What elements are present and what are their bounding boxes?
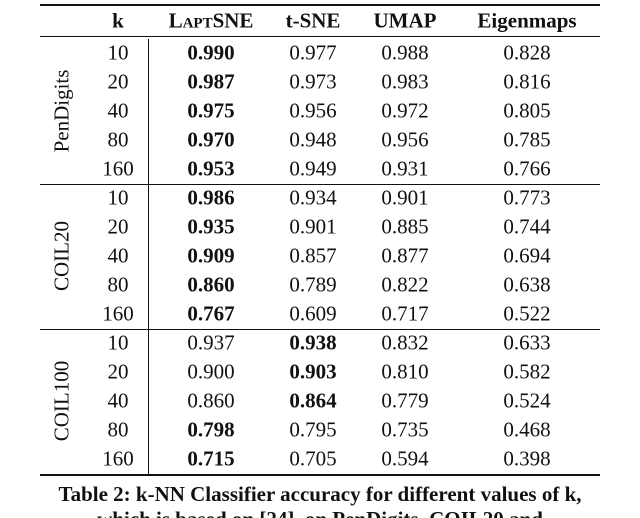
table-cell: 0.977: [289, 40, 337, 65]
table-cell: 0.901: [381, 185, 429, 210]
table-cell: 0.990: [187, 40, 235, 65]
mid-rule: [40, 36, 600, 37]
table-cell: 0.970: [187, 127, 235, 152]
table-cell: 0.948: [289, 127, 337, 152]
bottom-rule: [40, 473, 600, 476]
table-cell: 160: [102, 156, 134, 181]
table-cell: 0.860: [187, 272, 235, 297]
table-cell: 0.789: [289, 272, 337, 297]
column-divider: [148, 328, 149, 474]
table-cell: 0.935: [187, 214, 235, 239]
group-rule: [40, 328, 600, 330]
table-cell: 0.956: [381, 127, 429, 152]
table-cell: 40: [107, 243, 129, 268]
table-cell: 0.522: [503, 301, 551, 326]
table-cell: 10: [107, 330, 129, 355]
table-cell: 0.973: [289, 69, 337, 94]
table-cell: 160: [102, 446, 134, 471]
table-cell: 0.594: [381, 446, 429, 471]
table-cell: 0.953: [187, 156, 235, 181]
table-cell: 0.822: [381, 272, 429, 297]
column-divider: [148, 183, 149, 329]
table-cell: 0.828: [503, 40, 551, 65]
table-cell: 0.956: [289, 98, 337, 123]
table-cell: 0.972: [381, 98, 429, 123]
table-cell: 0.805: [503, 98, 551, 123]
table-cell: 0.705: [289, 446, 337, 471]
table-cell: 0.860: [187, 388, 235, 413]
table-cell: 10: [107, 40, 129, 65]
table-cell: 20: [107, 69, 129, 94]
table-cell: 0.795: [289, 417, 337, 442]
table-cell: 0.857: [289, 243, 337, 268]
table-cell: 40: [107, 388, 129, 413]
caption: which is based on [24], on PenDigits, CO…: [0, 507, 640, 518]
table-cell: 0.900: [187, 359, 235, 384]
group-label: PenDigits: [49, 69, 74, 153]
table-cell: 0.903: [289, 359, 337, 384]
table-cell: 0.864: [289, 388, 337, 413]
table-cell: 0.694: [503, 243, 551, 268]
table-cell: 0.767: [187, 301, 235, 326]
table-cell: 80: [107, 127, 129, 152]
table-cell: 0.398: [503, 446, 551, 471]
group-label: COIL20: [49, 221, 74, 291]
table-cell: 0.766: [503, 156, 551, 181]
group-label: COIL100: [49, 360, 74, 442]
table-cell: 0.986: [187, 185, 235, 210]
top-rule: [40, 4, 600, 6]
table-cell: 0.987: [187, 69, 235, 94]
caption: Table 2: k-NN Classifier accuracy for di…: [58, 482, 582, 506]
table-cell: 0.983: [381, 69, 429, 94]
header-cell: k: [112, 8, 124, 33]
table-cell: 0.798: [187, 417, 235, 442]
table-cell: 0.816: [503, 69, 551, 94]
group-rule: [40, 183, 600, 185]
table-cell: 0.582: [503, 359, 551, 384]
table-cell: 80: [107, 272, 129, 297]
table-cell: 0.909: [187, 243, 235, 268]
table-cell: 0.524: [503, 388, 551, 413]
table-cell: 0.885: [381, 214, 429, 239]
table-cell: 0.877: [381, 243, 429, 268]
table-cell: 80: [107, 417, 129, 442]
header-cell: LaptSNE: [168, 8, 254, 33]
table-cell: 20: [107, 359, 129, 384]
table-cell: 0.717: [381, 301, 429, 326]
table-cell: 0.744: [503, 214, 551, 239]
table-cell: 0.735: [381, 417, 429, 442]
table-cell: 0.779: [381, 388, 429, 413]
table-cell: 10: [107, 185, 129, 210]
table-cell: 0.633: [503, 330, 551, 355]
table-cell: 0.949: [289, 156, 337, 181]
table-cell: 0.468: [503, 417, 551, 442]
table-cell: 0.938: [289, 330, 337, 355]
table-cell: 0.975: [187, 98, 235, 123]
table-cell: 0.934: [289, 185, 337, 210]
column-divider: [148, 38, 149, 184]
header-cell: Eigenmaps: [477, 8, 577, 33]
header-cell: UMAP: [373, 8, 437, 33]
table-cell: 0.901: [289, 214, 337, 239]
table-cell: 0.638: [503, 272, 551, 297]
header-cell: t-SNE: [285, 8, 341, 33]
table-cell: 0.609: [289, 301, 337, 326]
table-cell: 0.810: [381, 359, 429, 384]
table-cell: 0.937: [187, 330, 235, 355]
table-cell: 0.931: [381, 156, 429, 181]
table-cell: 0.715: [187, 446, 235, 471]
table-cell: 0.988: [381, 40, 429, 65]
table-cell: 0.773: [503, 185, 551, 210]
table-cell: 0.785: [503, 127, 551, 152]
table-cell: 0.832: [381, 330, 429, 355]
table-cell: 20: [107, 214, 129, 239]
table-cell: 40: [107, 98, 129, 123]
table-cell: 160: [102, 301, 134, 326]
